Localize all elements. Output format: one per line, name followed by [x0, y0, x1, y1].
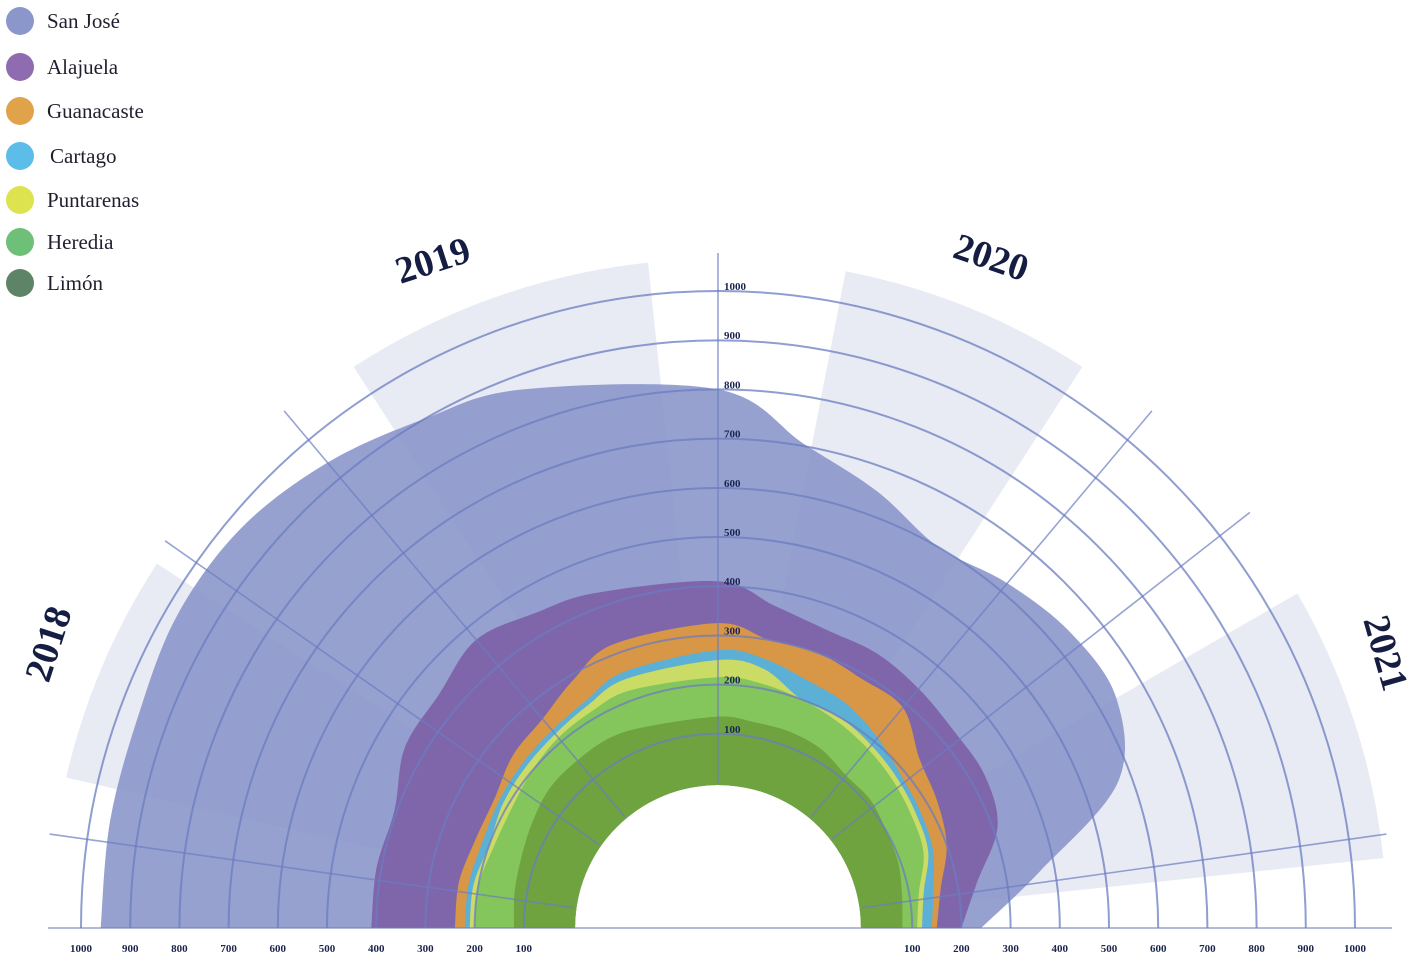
legend-swatch-guanacaste	[6, 97, 34, 125]
left-tick-200: 200	[466, 943, 483, 955]
grid-spoke-50	[283, 410, 626, 818]
vertical-tick-900: 900	[724, 330, 741, 342]
grid-spoke-172	[861, 833, 1387, 909]
right-tick-600: 600	[1150, 943, 1167, 955]
legend-label-puntarenas: Puntarenas	[47, 188, 140, 212]
grid-spoke-35	[164, 540, 600, 846]
legend-swatch-puntarenas	[6, 186, 34, 214]
legend-swatch-cartago	[6, 142, 34, 170]
legend-label-guanacaste: Guanacaste	[47, 99, 144, 123]
right-tick-500: 500	[1101, 943, 1118, 955]
year-label-2019: 2019	[390, 229, 475, 292]
right-tick-400: 400	[1052, 943, 1069, 955]
left-tick-900: 900	[122, 943, 139, 955]
legend-item-guanacaste[interactable]: Guanacaste	[6, 96, 206, 126]
legend-item-heredia[interactable]: Heredia	[6, 227, 206, 257]
grid-spoke-142	[831, 511, 1251, 840]
tick-labels: 100 200 300 400 500 600 700 800 900 1000 1000 900 80…	[70, 281, 1367, 955]
legend-swatch-heredia	[6, 228, 34, 256]
legend-item-limon[interactable]: Limón	[6, 268, 206, 298]
legend-item-san-jose[interactable]: San José	[6, 6, 206, 36]
left-tick-100: 100	[516, 943, 533, 955]
legend-swatch-san-jose	[6, 7, 34, 35]
grid-spoke-8	[49, 833, 575, 909]
left-tick-700: 700	[220, 943, 237, 955]
legend-swatch-limon	[6, 269, 34, 297]
legend-item-alajuela[interactable]: Alajuela	[6, 52, 206, 82]
series-area-limon	[513, 716, 903, 928]
left-tick-500: 500	[319, 943, 336, 955]
right-tick-300: 300	[1002, 943, 1019, 955]
right-tick-700: 700	[1199, 943, 1216, 955]
right-tick-200: 200	[953, 943, 970, 955]
vertical-tick-800: 800	[724, 379, 741, 391]
vertical-tick-700: 700	[724, 429, 741, 441]
legend-item-cartago[interactable]: Cartago	[6, 141, 206, 171]
legend-label-cartago: Cartago	[50, 144, 117, 168]
year-label-2021: 2021	[1354, 611, 1415, 696]
right-tick-900: 900	[1298, 943, 1315, 955]
legend-label-heredia: Heredia	[47, 230, 114, 254]
right-tick-800: 800	[1248, 943, 1265, 955]
left-tick-800: 800	[171, 943, 188, 955]
legend-label-limon: Limón	[47, 271, 103, 295]
left-tick-300: 300	[417, 943, 434, 955]
vertical-tick-400: 400	[724, 576, 741, 588]
vertical-tick-200: 200	[724, 675, 741, 687]
legend-label-alajuela: Alajuela	[47, 55, 119, 79]
right-tick-100: 100	[904, 943, 921, 955]
vertical-tick-300: 300	[724, 625, 741, 637]
right-tick-1000: 1000	[1344, 943, 1367, 955]
vertical-tick-500: 500	[724, 527, 741, 539]
left-tick-1000: 1000	[70, 943, 93, 955]
vertical-tick-1000: 1000	[724, 281, 747, 293]
year-label-2020: 2020	[948, 226, 1034, 290]
year-label-2018: 2018	[17, 601, 80, 686]
legend-label-san-jose: San José	[47, 9, 120, 33]
grid-spoke-130	[810, 410, 1153, 818]
grid-layer	[48, 253, 1392, 929]
vertical-tick-600: 600	[724, 478, 741, 490]
legend-item-puntarenas[interactable]: Puntarenas	[6, 185, 206, 215]
legend-swatch-alajuela	[6, 53, 34, 81]
left-tick-400: 400	[368, 943, 385, 955]
left-tick-600: 600	[270, 943, 287, 955]
vertical-tick-100: 100	[724, 724, 741, 736]
